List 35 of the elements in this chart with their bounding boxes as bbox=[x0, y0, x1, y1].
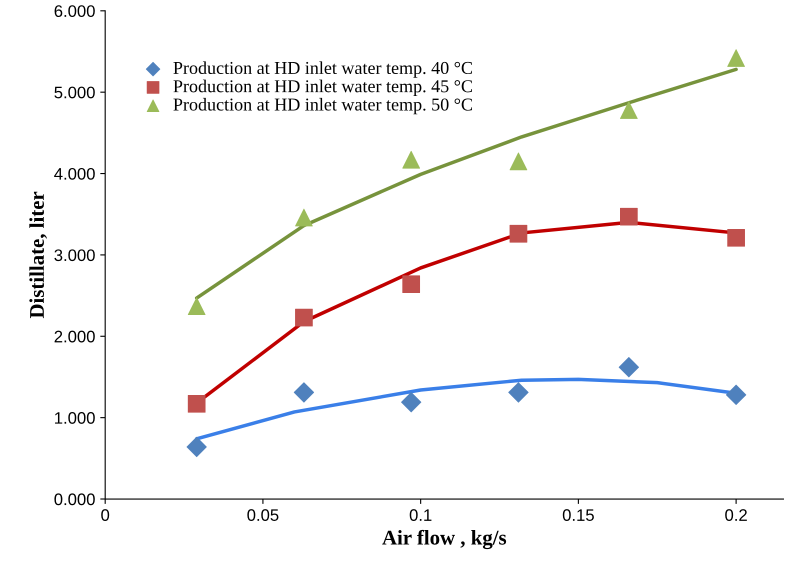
point bbox=[620, 101, 638, 119]
x-axis-title: Air flow , kg/s bbox=[382, 530, 506, 550]
y-tick-label: 6.000 bbox=[54, 5, 95, 18]
point bbox=[618, 357, 640, 378]
legend-label: Production at HD inlet water temp. 45 °C bbox=[173, 80, 472, 96]
point bbox=[401, 392, 422, 412]
point bbox=[510, 152, 528, 170]
x-tick-label: 0.1 bbox=[410, 509, 432, 521]
y-tick-label: 4.000 bbox=[54, 168, 95, 180]
legend-label: Production at HD inlet water temp. 50 °C bbox=[173, 98, 472, 114]
x-tick-label: 0.2 bbox=[725, 509, 747, 521]
x-tick-label: 0.15 bbox=[562, 509, 594, 521]
point bbox=[294, 382, 314, 403]
point bbox=[295, 308, 313, 326]
point bbox=[188, 297, 206, 316]
y-tick-label: 0.000 bbox=[54, 493, 95, 506]
point bbox=[727, 228, 745, 247]
point bbox=[508, 382, 529, 403]
point bbox=[402, 275, 420, 294]
y-tick-label: 1.000 bbox=[55, 412, 95, 424]
point bbox=[727, 49, 745, 67]
point bbox=[510, 224, 528, 243]
x-tick-label: 0 bbox=[101, 509, 110, 521]
point bbox=[620, 208, 638, 226]
point bbox=[726, 384, 746, 406]
y-tick-label: 5.000 bbox=[54, 86, 95, 98]
x-tick-label: 0.05 bbox=[247, 509, 278, 521]
point bbox=[188, 394, 206, 413]
y-tick-label: 2.000 bbox=[54, 330, 95, 342]
point bbox=[402, 150, 420, 169]
legend-label: Production at HD inlet water temp. 40 °C bbox=[173, 61, 472, 78]
point bbox=[186, 436, 207, 458]
point bbox=[295, 208, 313, 226]
y-axis-title: Distillate, liter bbox=[29, 192, 47, 318]
y-tick-label: 3.000 bbox=[54, 249, 95, 262]
